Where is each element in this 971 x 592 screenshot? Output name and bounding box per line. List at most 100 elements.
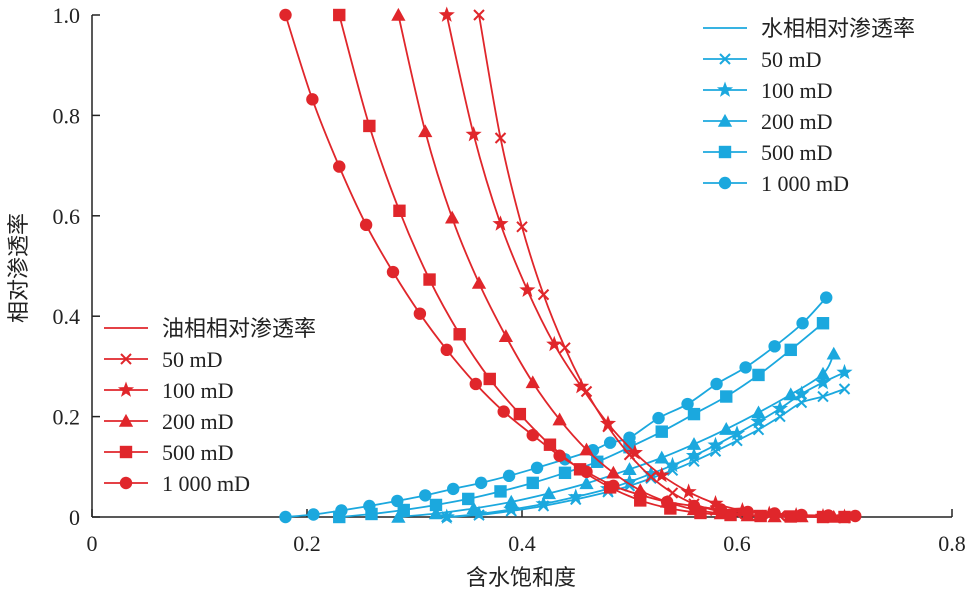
data-point-water-1000md	[623, 431, 636, 444]
data-point-oil-1000md	[714, 503, 728, 516]
data-point-water-100md	[664, 456, 681, 473]
x-tick-label: 0	[87, 531, 98, 556]
data-point-oil-1000md	[526, 428, 539, 442]
series-oil-1000md	[279, 8, 862, 523]
data-point-water-200md	[466, 501, 481, 515]
data-point-oil-100md	[492, 215, 509, 231]
data-point-oil-500md	[483, 372, 496, 386]
data-point-oil-500md	[724, 508, 737, 522]
legend-water: 水相相对渗透率 50 mD 100 mD 200 mD 500 mD 1 000 mD	[703, 16, 915, 196]
data-point-water-1000md	[307, 508, 320, 521]
data-point-water-1000md	[419, 489, 432, 502]
data-point-water-1000md	[739, 361, 752, 374]
legend-marker	[719, 53, 731, 65]
data-point-oil-1000md	[497, 405, 510, 418]
data-point-oil-1000md	[849, 509, 862, 523]
x-tick-label: 0.6	[723, 531, 751, 556]
data-point-oil-1000md	[469, 377, 482, 391]
data-point-oil-200md	[579, 442, 594, 456]
data-point-oil-100md	[438, 6, 455, 22]
x-tick-label: 0.4	[508, 531, 536, 556]
y-tick-label: 0.6	[53, 204, 81, 229]
data-point-oil-1000md	[413, 307, 427, 320]
data-point-water-200md	[719, 422, 734, 435]
data-point-water-100md	[642, 465, 660, 481]
data-point-oil-500md	[363, 119, 376, 133]
data-point-oil-1000md	[634, 488, 647, 502]
data-point-water-500md	[687, 407, 701, 421]
data-point-water-1000md	[502, 469, 516, 483]
data-point-water-200md	[579, 476, 594, 490]
series-water-1000md	[279, 291, 833, 524]
data-point-water-500md	[752, 368, 765, 382]
data-point-water-1000md	[796, 317, 809, 330]
legend-marker	[716, 81, 734, 97]
data-point-water-200md	[815, 366, 831, 380]
data-point-water-100md	[793, 385, 810, 401]
data-point-water-1000md	[681, 397, 694, 411]
data-point-water-1000md	[768, 340, 781, 353]
data-point-oil-100md	[546, 335, 563, 352]
data-point-oil-200md	[606, 465, 621, 479]
data-point-oil-1000md	[768, 507, 781, 520]
data-point-water-500md	[591, 455, 604, 468]
data-point-water-500md	[526, 476, 539, 490]
data-point-water-1000md	[279, 510, 292, 524]
data-point-water-1000md	[335, 504, 348, 517]
data-point-oil-1000md	[660, 495, 674, 509]
data-point-water-200md	[686, 437, 702, 450]
data-point-oil-500md	[543, 438, 557, 451]
data-point-oil-50md	[559, 342, 571, 354]
data-point-oil-1000md	[580, 465, 593, 479]
data-point-water-1000md	[820, 291, 833, 304]
data-point-oil-50md	[645, 471, 657, 483]
data-point-oil-50md	[494, 132, 507, 144]
data-point-oil-1000md	[333, 160, 346, 173]
data-point-water-100md	[750, 413, 767, 429]
data-point-water-500md	[558, 466, 572, 480]
data-point-water-200md	[504, 494, 519, 508]
series-layer	[279, 6, 862, 524]
data-point-oil-500md	[333, 8, 346, 22]
series-water-200md	[391, 346, 841, 523]
data-point-oil-1000md	[687, 499, 701, 513]
data-point-water-1000md	[710, 377, 723, 391]
legend-title: 油相相对渗透率	[162, 316, 316, 341]
data-point-oil-1000md	[553, 449, 566, 462]
data-point-oil-1000md	[359, 218, 373, 232]
legend-item-label: 200 mD	[162, 409, 234, 434]
data-point-oil-50md	[516, 221, 528, 233]
data-point-water-100md	[707, 436, 724, 453]
data-point-oil-1000md	[440, 343, 453, 357]
legend-marker	[120, 353, 132, 365]
data-point-oil-200md	[552, 412, 567, 426]
legend-item-label: 500 mD	[162, 440, 234, 465]
data-point-oil-500md	[393, 204, 406, 217]
data-point-oil-1000md	[607, 479, 620, 493]
y-tick-label: 0.8	[53, 103, 81, 128]
data-point-water-100md	[535, 495, 552, 511]
data-point-water-100md	[503, 500, 520, 517]
data-point-water-500md	[397, 503, 410, 517]
data-point-water-1000md	[391, 494, 404, 508]
y-tick-label: 0.4	[53, 304, 81, 329]
legend-item-label: 500 mD	[761, 140, 833, 165]
legend-marker	[117, 381, 135, 397]
x-axis-title: 含水饱和度	[466, 566, 576, 591]
data-point-oil-500md	[513, 407, 527, 421]
data-point-water-1000md	[652, 411, 665, 425]
data-point-water-100md	[438, 508, 455, 524]
data-point-water-1000md	[603, 436, 617, 449]
data-point-water-500md	[816, 317, 830, 330]
data-point-oil-100md	[573, 377, 590, 394]
data-point-water-1000md	[447, 482, 460, 496]
data-point-water-200md	[783, 387, 798, 401]
legend-marker	[119, 476, 133, 490]
data-point-oil-500md	[453, 328, 466, 341]
legend-marker	[718, 145, 732, 159]
legend-marker	[718, 176, 732, 190]
data-point-oil-50md	[473, 9, 485, 21]
legend-item-label: 50 mD	[761, 47, 822, 72]
y-tick-label: 0	[69, 505, 80, 530]
